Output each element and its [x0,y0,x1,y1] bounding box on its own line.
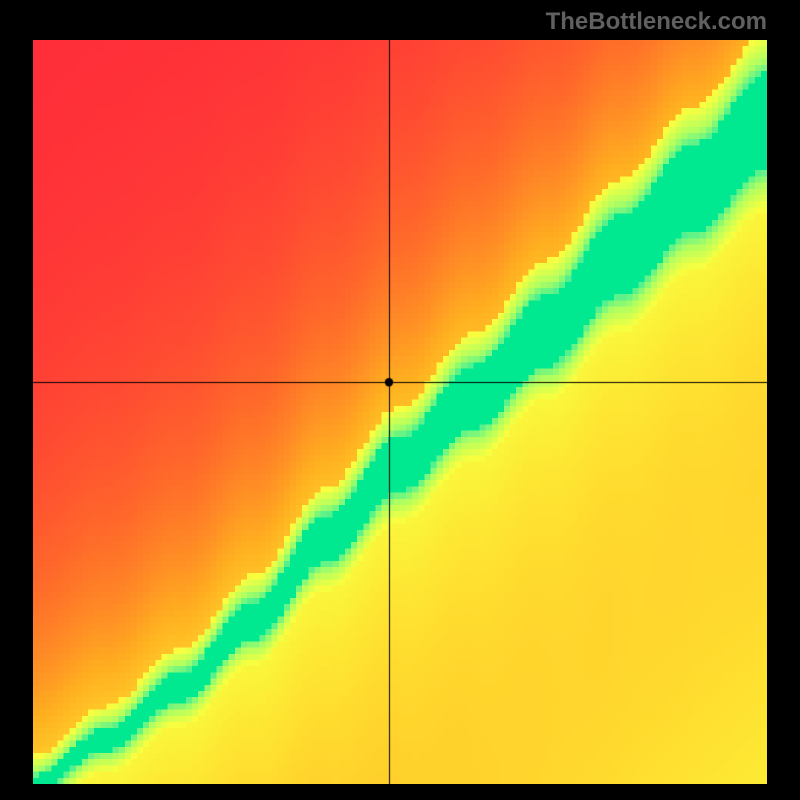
bottleneck-heatmap [33,40,767,784]
chart-container: TheBottleneck.com [0,0,800,800]
watermark-text: TheBottleneck.com [546,8,767,36]
